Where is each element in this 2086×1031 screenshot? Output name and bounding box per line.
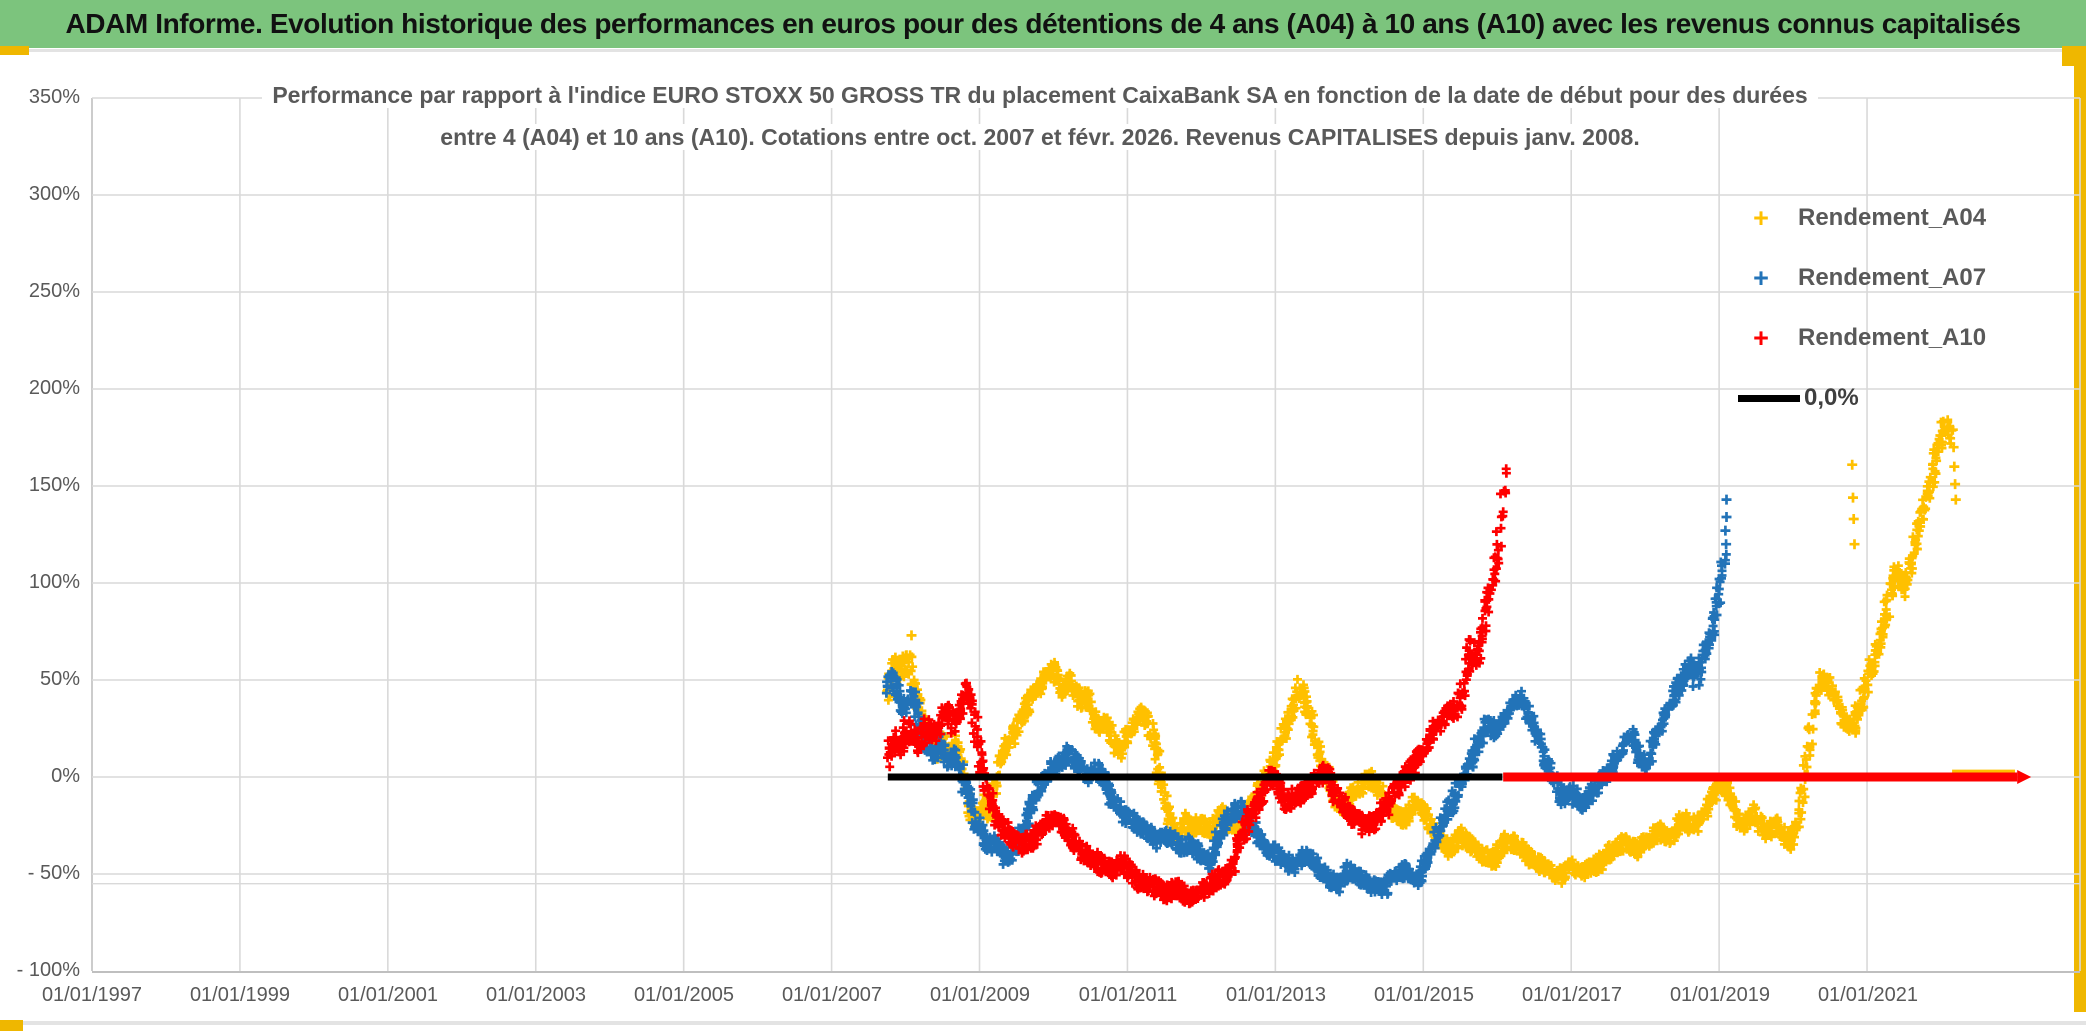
plus-marker-icon: +	[1753, 202, 1769, 233]
y-tick-350: 350%	[28, 86, 80, 108]
gold-accent-bottom-left	[0, 1020, 23, 1031]
legend-label-a04: Rendement_A04	[1798, 204, 1987, 231]
chart-title-line1-row: Performance par rapport à l'indice EURO …	[130, 82, 1950, 109]
legend-label-a07: Rendement_A07	[1798, 264, 1987, 291]
zero-line-swatch-icon	[1738, 394, 1800, 402]
x-tick-1997: 01/01/1997	[41, 984, 143, 1006]
y-tick-150: 150%	[28, 474, 80, 496]
plus-marker-icon: +	[1753, 262, 1769, 293]
legend-item-a10: + Rendement_A10	[1738, 308, 1986, 368]
x-tick-2003: 01/01/2003	[485, 984, 587, 1006]
x-tick-2021: 01/01/2021	[1817, 984, 1919, 1006]
y-tick-m50: - 50%	[27, 862, 80, 884]
x-tick-2009: 01/01/2009	[929, 984, 1031, 1006]
x-tick-2017: 01/01/2017	[1521, 984, 1623, 1006]
x-tick-2001: 01/01/2001	[337, 984, 439, 1006]
chart-title-line2-row: entre 4 (A04) et 10 ans (A10). Cotations…	[130, 124, 1950, 151]
x-tick-2007: 01/01/2007	[781, 984, 883, 1006]
y-tick-100: 100%	[28, 571, 80, 593]
legend-item-a07: + Rendement_A07	[1738, 248, 1986, 308]
plus-marker-icon: +	[1753, 322, 1769, 353]
legend-label-zero: 0,0%	[1804, 384, 1859, 411]
bottom-edge-line	[0, 1021, 2086, 1025]
y-tick-0: 0%	[51, 765, 80, 787]
gold-accent-top-left	[0, 46, 29, 55]
y-tick-300: 300%	[28, 183, 80, 205]
x-tick-2005: 01/01/2005	[633, 984, 735, 1006]
x-tick-2019: 01/01/2019	[1669, 984, 1771, 1006]
y-tick-200: 200%	[28, 377, 80, 399]
x-tick-2013: 01/01/2013	[1225, 984, 1327, 1006]
x-tick-1999: 01/01/1999	[189, 984, 291, 1006]
x-tick-2015: 01/01/2015	[1373, 984, 1475, 1006]
y-tick-50: 50%	[39, 668, 80, 690]
legend-label-a10: Rendement_A10	[1798, 324, 1987, 351]
legend: + Rendement_A04 + Rendement_A07 + Rendem…	[1738, 188, 1986, 428]
header-banner: ADAM Informe. Evolution historique des p…	[0, 0, 2086, 48]
chart-title-line1: Performance par rapport à l'indice EURO …	[262, 82, 1818, 108]
legend-item-a04: + Rendement_A04	[1738, 188, 1986, 248]
page-title: ADAM Informe. Evolution historique des p…	[65, 8, 2021, 39]
y-tick-250: 250%	[28, 280, 80, 302]
x-tick-2011: 01/01/2011	[1078, 984, 1178, 1006]
chart-title-line2: entre 4 (A04) et 10 ans (A10). Cotations…	[430, 124, 1650, 150]
header-shadow-line	[0, 49, 2086, 52]
legend-item-zero-line: 0,0%	[1738, 368, 1986, 428]
y-tick-m100: - 100%	[16, 959, 80, 981]
